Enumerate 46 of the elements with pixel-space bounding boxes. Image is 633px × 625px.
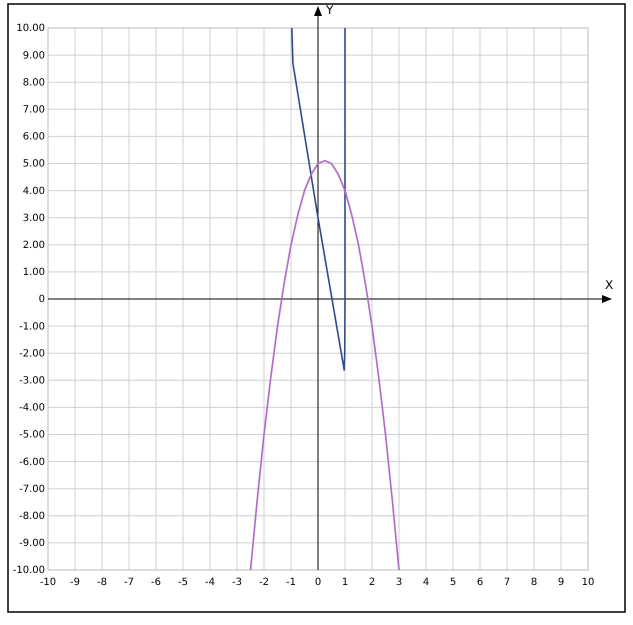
x-tick-label: 10: [582, 577, 594, 588]
x-tick-label: 6: [476, 577, 484, 588]
x-tick-label: -8: [97, 577, 107, 588]
y-tick-label: -3.00: [19, 376, 45, 386]
x-tick-label: -4: [205, 577, 215, 588]
y-tick-label: 4.00: [22, 186, 45, 197]
y-tick-label: -1.00: [19, 321, 45, 332]
x-tick-label: 9: [558, 577, 564, 588]
y-tick-label: -8.00: [19, 511, 45, 522]
x-axis-title: X: [605, 278, 614, 292]
line-series: [291, 27, 346, 371]
y-tick-label: -9.00: [19, 538, 45, 550]
y-tick-label: -2.00: [19, 348, 45, 360]
y-tick-label: 10.00: [16, 23, 45, 34]
y-tick-label: 9.00: [22, 50, 45, 62]
x-tick-label: -10: [40, 577, 56, 588]
x-tick-label: 1: [342, 577, 348, 588]
x-tick-label: -6: [151, 577, 161, 588]
y-tick-label: -10.00: [12, 565, 45, 576]
y-tick-label: 2.00: [22, 240, 45, 251]
x-tick-label: 3: [396, 577, 402, 588]
x-tick-label: 5: [450, 577, 456, 588]
x-tick-label: 0: [314, 577, 322, 588]
x-tick-label: 8: [530, 577, 538, 588]
y-tick-label: -7.00: [19, 484, 45, 495]
y-tick-label: 5.00: [22, 158, 45, 170]
y-tick-label: 3.00: [22, 212, 45, 224]
x-tick-label: -2: [259, 577, 269, 588]
x-tick-label: 7: [504, 577, 510, 588]
y-tick-label: -4.00: [19, 402, 45, 414]
x-tick-label: -7: [124, 577, 134, 588]
y-tick-label: 8.00: [22, 77, 45, 88]
y-tick-label: 0: [38, 294, 45, 306]
y-tick-label: 7.00: [22, 104, 45, 116]
y-tick-label: 1.00: [22, 267, 45, 278]
x-tick-label: -1: [286, 577, 296, 588]
x-tick-label: 4: [422, 577, 430, 588]
x-tick-label: -3: [232, 577, 242, 588]
line-series: [250, 160, 400, 571]
y-tick-label: 6.00: [22, 132, 45, 143]
x-tick-label: 2: [368, 577, 376, 588]
x-tick-label: -5: [178, 577, 188, 588]
x-tick-label: -9: [70, 577, 80, 588]
y-tick-label: -6.00: [19, 456, 45, 468]
y-tick-label: -5.00: [19, 430, 45, 441]
y-axis-title: Y: [325, 3, 334, 17]
